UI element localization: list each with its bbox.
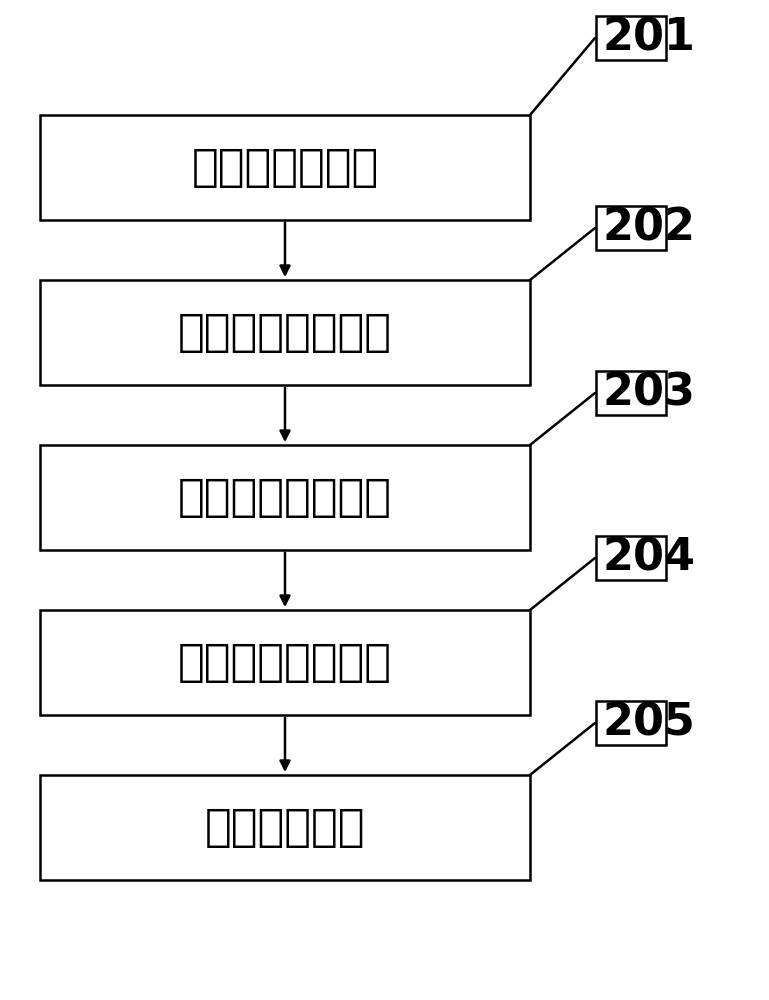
Bar [40,775,530,880]
Bar [40,115,530,220]
Bar [40,280,530,385]
Bar [596,536,667,580]
Text: 初始化配置模块: 初始化配置模块 [191,146,378,189]
Text: 202: 202 [602,207,695,249]
Bar [596,701,667,745]
Text: 204: 204 [602,536,695,580]
Text: 初始密流交换模块: 初始密流交换模块 [178,476,392,519]
Text: 205: 205 [602,702,695,744]
Bar [596,16,667,60]
Bar [40,445,530,550]
Text: 203: 203 [602,371,695,414]
Bar [596,206,667,250]
Text: 同步分析模块: 同步分析模块 [205,806,365,849]
Text: 工作密流交换模块: 工作密流交换模块 [178,641,392,684]
Text: 初始密流获取模块: 初始密流获取模块 [178,311,392,354]
Text: 201: 201 [602,16,695,60]
Bar [40,610,530,715]
Bar [596,371,667,415]
